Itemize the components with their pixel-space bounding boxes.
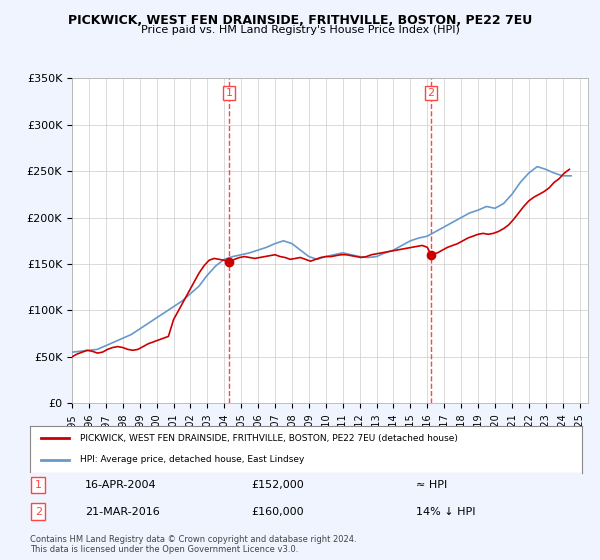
Text: £152,000: £152,000 (251, 480, 304, 490)
Text: ≈ HPI: ≈ HPI (416, 480, 448, 490)
Text: PICKWICK, WEST FEN DRAINSIDE, FRITHVILLE, BOSTON, PE22 7EU (detached house): PICKWICK, WEST FEN DRAINSIDE, FRITHVILLE… (80, 434, 458, 443)
Text: 1: 1 (35, 480, 42, 490)
Text: Contains HM Land Registry data © Crown copyright and database right 2024.
This d: Contains HM Land Registry data © Crown c… (30, 535, 356, 554)
Text: PICKWICK, WEST FEN DRAINSIDE, FRITHVILLE, BOSTON, PE22 7EU: PICKWICK, WEST FEN DRAINSIDE, FRITHVILLE… (68, 14, 532, 27)
Text: 16-APR-2004: 16-APR-2004 (85, 480, 157, 490)
Text: Price paid vs. HM Land Registry's House Price Index (HPI): Price paid vs. HM Land Registry's House … (140, 25, 460, 35)
Text: 21-MAR-2016: 21-MAR-2016 (85, 506, 160, 516)
Text: 1: 1 (226, 88, 233, 98)
Text: 14% ↓ HPI: 14% ↓ HPI (416, 506, 476, 516)
Text: 2: 2 (35, 506, 42, 516)
Text: £160,000: £160,000 (251, 506, 304, 516)
Text: HPI: Average price, detached house, East Lindsey: HPI: Average price, detached house, East… (80, 455, 304, 464)
Text: 2: 2 (427, 88, 434, 98)
